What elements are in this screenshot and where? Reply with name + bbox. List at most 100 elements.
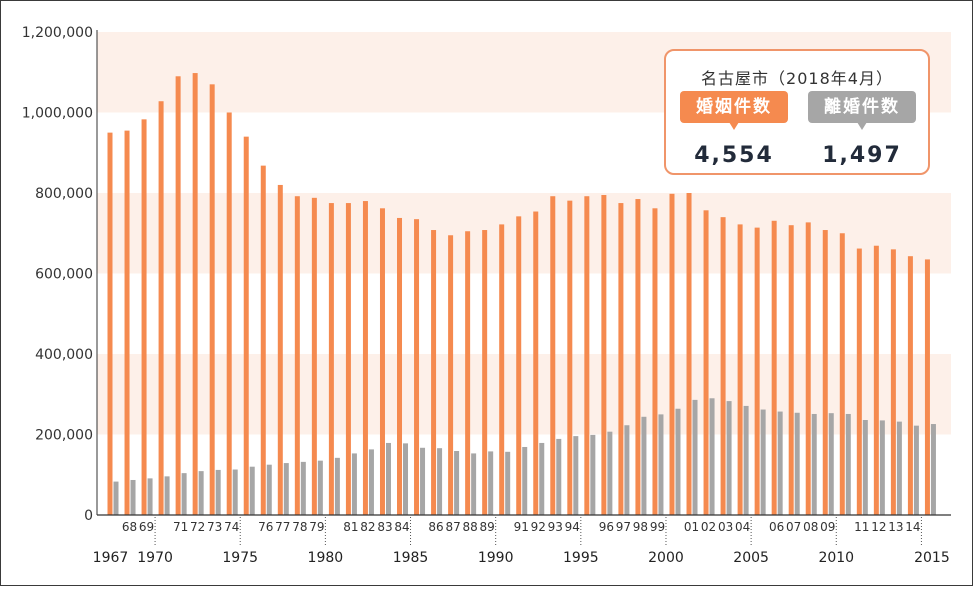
- y-tick-label: 800,000: [35, 186, 93, 202]
- x-tick-label: 08: [803, 520, 818, 534]
- marriage-bar: [635, 199, 641, 515]
- marriage-bar: [448, 235, 454, 515]
- divorce-bar: [709, 398, 715, 515]
- x-tick-label: 93: [548, 520, 563, 534]
- marriage-bar: [124, 130, 130, 516]
- divorce-bar: [471, 453, 477, 515]
- divorce-bar: [454, 451, 460, 515]
- x-tick-label: 73: [207, 520, 222, 534]
- divorce-bar: [198, 471, 204, 515]
- x-tick-label: 72: [190, 520, 205, 534]
- x-tick-label: 09: [820, 520, 835, 534]
- divorce-bar: [794, 412, 800, 515]
- x-axis: 68 69 71 72 73 74 76 77 78 79 81 82 83 84 86 87 88 89 91 92…: [93, 514, 951, 566]
- divorce-bar: [147, 478, 153, 515]
- marriage-bar: [567, 200, 573, 515]
- y-tick-label: 1,200,000: [22, 25, 93, 41]
- x-tick-label: 04: [735, 520, 750, 534]
- marriage-bar: [397, 217, 403, 515]
- x-tick-label: 96: [599, 520, 614, 534]
- marriage-bar: [107, 132, 113, 515]
- x-major-label: 1967: [93, 550, 129, 566]
- marriage-bar: [533, 211, 539, 515]
- marriage-bar: [686, 193, 692, 515]
- marriage-bar: [499, 224, 505, 515]
- divorce-bar: [539, 442, 545, 515]
- marriage-bar: [243, 136, 249, 515]
- x-major-label: 2010: [818, 550, 854, 566]
- x-tick-label: 01: [684, 520, 699, 534]
- divorce-bar: [743, 405, 749, 515]
- y-axis: 1,200,000 1,000,000 800,000 600,000 400,000 2…: [22, 25, 98, 524]
- marriage-bar: [618, 203, 624, 515]
- marriage-bar: [652, 208, 658, 516]
- x-tick-label: 86: [428, 520, 443, 534]
- marriage-bar: [754, 227, 760, 516]
- marriage-bar: [788, 225, 794, 515]
- x-major-label: 1985: [393, 550, 429, 566]
- divorce-bar: [556, 438, 562, 515]
- marriage-bar: [805, 222, 811, 515]
- x-tick-label: 71: [173, 520, 188, 534]
- marriage-bar: [550, 196, 556, 515]
- y-tick-label: 200,000: [35, 428, 93, 444]
- divorce-label: 離婚件数: [824, 97, 900, 117]
- x-tick-label: 03: [718, 520, 733, 534]
- x-tick-label: 99: [650, 520, 665, 534]
- divorce-bar: [232, 469, 238, 515]
- y-tick-label: 0: [84, 508, 93, 524]
- divorce-bar: [300, 461, 306, 515]
- x-tick-label: 12: [871, 520, 886, 534]
- divorce-bar: [607, 431, 613, 515]
- x-major-label: 2015: [914, 550, 950, 566]
- marriage-bar: [277, 184, 283, 515]
- marriage-bar: [822, 230, 828, 515]
- marriage-bar: [720, 217, 726, 515]
- x-major-label: 2000: [648, 550, 684, 566]
- x-tick-label: 79: [309, 520, 324, 534]
- divorce-bar: [658, 414, 664, 515]
- y-tick-label: 1,000,000: [22, 106, 93, 122]
- marriage-bar: [431, 230, 437, 515]
- x-major-label: 2005: [733, 550, 769, 566]
- divorce-bar: [590, 434, 596, 515]
- marriage-bar: [379, 208, 385, 516]
- x-tick-label: 68: [122, 520, 137, 534]
- divorce-bar: [913, 425, 919, 515]
- marriage-bar: [737, 224, 743, 515]
- x-tick-label: 89: [480, 520, 495, 534]
- divorce-bar: [420, 447, 426, 515]
- marriage-bar: [601, 195, 607, 515]
- x-tick-label: 88: [462, 520, 477, 534]
- divorce-bar: [266, 464, 272, 515]
- divorce-bar: [828, 413, 834, 515]
- x-tick-label: 14: [905, 520, 920, 534]
- x-tick-label: 92: [531, 520, 546, 534]
- x-tick-label: 82: [360, 520, 375, 534]
- x-major-label: 1970: [137, 550, 173, 566]
- divorce-bar: [930, 424, 936, 515]
- y-tick-label: 600,000: [35, 267, 93, 283]
- divorce-bar: [675, 408, 681, 515]
- divorce-bar: [845, 413, 851, 515]
- divorce-bar: [692, 399, 698, 515]
- x-tick-label: 11: [854, 520, 869, 534]
- bars: [107, 73, 936, 516]
- divorce-bar: [181, 473, 187, 515]
- divorce-bar: [215, 469, 221, 515]
- info-box: 名古屋市（2018年4月） 婚姻件数 離婚件数 4,554 1,497: [664, 49, 930, 175]
- x-tick-label: 84: [394, 520, 409, 534]
- divorce-bar: [641, 416, 647, 515]
- marriage-count: 4,554: [694, 143, 774, 168]
- x-major-label: 1995: [563, 550, 599, 566]
- divorce-count: 1,497: [822, 143, 902, 168]
- divorce-bar: [368, 449, 374, 515]
- divorce-bar: [760, 409, 766, 515]
- marriage-bar: [362, 201, 368, 516]
- x-major-label: 1990: [478, 550, 514, 566]
- divorce-bar: [164, 476, 170, 515]
- marriage-bar: [294, 196, 300, 515]
- marriage-bar: [311, 197, 317, 515]
- x-tick-label: 94: [565, 520, 580, 534]
